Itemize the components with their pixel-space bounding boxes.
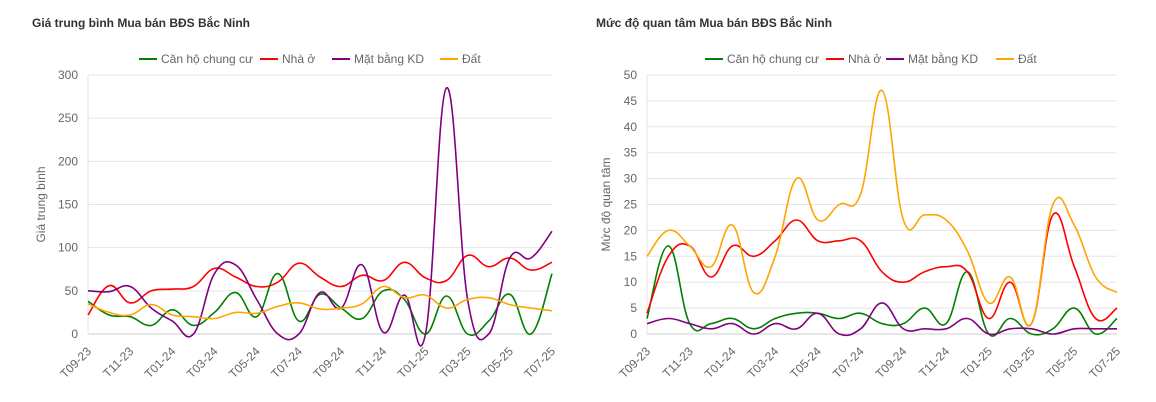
x-tick-label: T05-25 (1044, 344, 1081, 381)
legend-label: Đất (462, 52, 481, 66)
legend-item: Đất (440, 52, 481, 66)
x-tick-label: T01-24 (142, 344, 179, 381)
x-tick-label: T01-25 (958, 344, 995, 381)
y-axis-title: Mức độ quan tâm (599, 157, 613, 251)
x-tick-label: T05-24 (226, 344, 263, 381)
y-tick-label: 10 (624, 275, 638, 289)
legend-item: Mặt bằng KD (886, 51, 978, 66)
y-tick-label: 5 (630, 301, 637, 315)
legend-item: Nhà ở (826, 52, 881, 66)
y-tick-label: 20 (624, 223, 638, 237)
x-tick-label: T09-24 (873, 344, 910, 381)
y-tick-label: 30 (624, 172, 638, 186)
x-tick-label: T09-23 (616, 344, 653, 381)
interest-chart: Căn hộ chung cư Nhà ở Mặt bằng KD Đất 0 5 10 15… (599, 51, 1123, 381)
price-chart: Căn hộ chung cư Nhà ở Mặt bằng KD Đất 0 50 100… (34, 51, 558, 381)
interest-chart-panel: Mức độ quan tâm Mua bán BĐS Bắc Ninh Căn… (566, 0, 1156, 402)
y-tick-label: 40 (624, 120, 638, 134)
y-tick-label: 50 (65, 284, 79, 298)
y-tick-label: 25 (624, 198, 638, 212)
y-tick-label: 0 (630, 327, 637, 341)
legend-label: Căn hộ chung cư (161, 52, 253, 66)
series-line (87, 285, 553, 320)
x-tick-label: T03-24 (745, 344, 782, 381)
x-tick-label: T07-25 (521, 344, 558, 381)
series-line (646, 302, 1118, 337)
y-tick-label: 300 (58, 68, 78, 82)
x-tick-label: T09-24 (310, 344, 347, 381)
x-tick-label: T05-25 (479, 344, 516, 381)
legend-item: Căn hộ chung cư (705, 52, 819, 66)
x-tick-label: T03-25 (437, 344, 474, 381)
series-line (87, 87, 553, 347)
y-axis-title: Giá trung bình (34, 166, 48, 242)
series-line (87, 254, 553, 316)
x-tick-label: T05-24 (787, 344, 824, 381)
legend-item: Mặt bằng KD (332, 51, 424, 66)
x-tick-label: T11-24 (353, 344, 389, 380)
legend-label: Mặt bằng KD (908, 51, 978, 66)
chart-title: Mức độ quan tâm Mua bán BĐS Bắc Ninh (596, 16, 833, 30)
y-tick-label: 50 (624, 68, 638, 82)
x-tick-label: T11-24 (916, 344, 952, 380)
y-tick-label: 0 (71, 327, 78, 341)
y-tick-label: 15 (624, 249, 638, 263)
series-line (646, 245, 1118, 337)
x-tick-label: T07-25 (1086, 344, 1123, 381)
chart-title: Giá trung bình Mua bán BĐS Bắc Ninh (32, 16, 251, 30)
x-tick-label: T09-23 (57, 344, 94, 381)
x-tick-label: T01-25 (395, 344, 432, 381)
legend-item: Đất (996, 52, 1037, 66)
y-tick-label: 200 (58, 154, 78, 168)
x-tick-label: T11-23 (660, 344, 696, 380)
x-tick-label: T01-24 (702, 344, 739, 381)
legend-item: Nhà ở (260, 52, 315, 66)
legend-item: Căn hộ chung cư (139, 52, 253, 66)
price-chart-panel: Giá trung bình Mua bán BĐS Bắc Ninh Căn … (0, 0, 560, 402)
y-tick-label: 35 (624, 146, 638, 160)
series-line (646, 89, 1118, 327)
x-tick-label: T07-24 (268, 344, 305, 381)
y-tick-label: 150 (58, 198, 78, 212)
x-tick-label: T03-25 (1001, 344, 1038, 381)
y-tick-label: 100 (58, 241, 78, 255)
legend-label: Nhà ở (848, 52, 881, 66)
x-tick-label: T07-24 (830, 344, 867, 381)
y-tick-label: 250 (58, 111, 78, 125)
x-tick-label: T03-24 (184, 344, 221, 381)
x-tick-label: T11-23 (100, 344, 136, 380)
legend-label: Căn hộ chung cư (727, 52, 819, 66)
legend-label: Mặt bằng KD (354, 51, 424, 66)
legend-label: Nhà ở (282, 52, 315, 66)
series-line (87, 272, 553, 337)
y-tick-label: 45 (624, 94, 638, 108)
legend-label: Đất (1018, 52, 1037, 66)
